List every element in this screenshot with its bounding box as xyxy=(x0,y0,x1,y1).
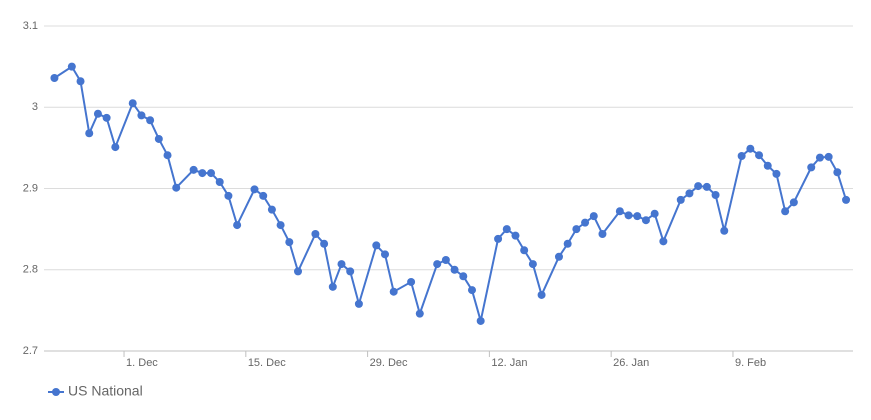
data-point xyxy=(163,151,172,160)
legend-label[interactable]: US National xyxy=(68,383,143,399)
data-point xyxy=(589,212,598,221)
data-point xyxy=(476,316,485,325)
data-point xyxy=(320,239,329,248)
data-point xyxy=(76,77,85,86)
data-point xyxy=(824,152,833,161)
data-point xyxy=(111,143,120,152)
data-point xyxy=(450,265,459,274)
data-point xyxy=(494,234,503,243)
data-point xyxy=(615,207,624,216)
data-point xyxy=(624,211,633,220)
data-point xyxy=(694,182,703,191)
data-point xyxy=(67,62,76,71)
data-point xyxy=(520,246,529,255)
data-point xyxy=(572,225,581,234)
data-point xyxy=(433,260,442,269)
data-point xyxy=(328,282,337,291)
data-point xyxy=(528,260,537,269)
data-point xyxy=(337,260,346,269)
data-point xyxy=(659,237,668,246)
data-point xyxy=(650,209,659,218)
data-point xyxy=(537,290,546,299)
data-point xyxy=(372,241,381,250)
data-point xyxy=(294,267,303,276)
data-point xyxy=(267,205,276,214)
data-point xyxy=(154,134,163,143)
data-point xyxy=(233,221,242,230)
data-point xyxy=(441,256,450,264)
data-point xyxy=(746,144,755,153)
data-point xyxy=(737,152,746,160)
data-point xyxy=(128,99,137,108)
x-tick-label: 26. Jan xyxy=(613,357,649,369)
data-point xyxy=(502,225,511,234)
data-point xyxy=(389,287,398,296)
data-point xyxy=(772,169,781,178)
x-tick-label: 15. Dec xyxy=(248,357,286,369)
data-point xyxy=(563,239,572,248)
data-point xyxy=(346,267,355,276)
legend-symbol xyxy=(52,388,60,396)
data-point xyxy=(285,238,294,247)
x-tick-label: 29. Dec xyxy=(370,357,408,369)
data-point xyxy=(276,221,285,230)
data-point xyxy=(702,182,711,191)
y-tick-label: 2.9 xyxy=(23,182,38,194)
series-line xyxy=(53,65,847,322)
data-point xyxy=(198,169,207,178)
data-point xyxy=(146,116,155,125)
data-point xyxy=(755,151,764,160)
data-point xyxy=(189,165,198,174)
y-tick-label: 3.1 xyxy=(23,20,38,32)
x-tick-label: 1. Dec xyxy=(126,357,158,369)
data-point xyxy=(807,163,816,172)
data-point xyxy=(720,226,729,235)
data-point xyxy=(172,183,181,192)
y-tick-label: 3 xyxy=(32,101,38,113)
data-point xyxy=(259,191,268,200)
data-point xyxy=(676,195,685,204)
data-point xyxy=(554,252,563,261)
data-point xyxy=(685,189,694,198)
data-point xyxy=(842,195,851,204)
data-point xyxy=(781,207,790,216)
data-point xyxy=(467,286,476,295)
data-point xyxy=(598,230,607,238)
data-point xyxy=(354,299,363,308)
data-point xyxy=(311,230,320,238)
x-tick-label: 12. Jan xyxy=(491,357,527,369)
data-point xyxy=(207,169,216,178)
data-point xyxy=(789,198,798,207)
y-tick-label: 2.7 xyxy=(23,345,38,357)
data-point xyxy=(641,216,650,225)
data-point xyxy=(250,185,259,194)
data-point xyxy=(711,191,720,199)
data-point xyxy=(407,277,416,286)
data-point xyxy=(833,168,842,177)
data-point xyxy=(93,109,102,118)
data-point xyxy=(224,191,233,200)
data-point xyxy=(137,111,146,120)
data-point xyxy=(459,272,468,281)
data-point xyxy=(633,212,642,221)
y-tick-label: 2.8 xyxy=(23,264,38,276)
data-point xyxy=(511,231,520,240)
x-tick-label: 9. Feb xyxy=(735,357,766,369)
data-point xyxy=(215,178,224,186)
data-point xyxy=(815,153,824,162)
data-point xyxy=(50,74,59,82)
data-point xyxy=(415,309,424,318)
data-point xyxy=(581,218,590,227)
data-point xyxy=(102,113,111,122)
data-point xyxy=(85,129,94,138)
data-point xyxy=(380,250,389,259)
data-point xyxy=(763,161,772,170)
